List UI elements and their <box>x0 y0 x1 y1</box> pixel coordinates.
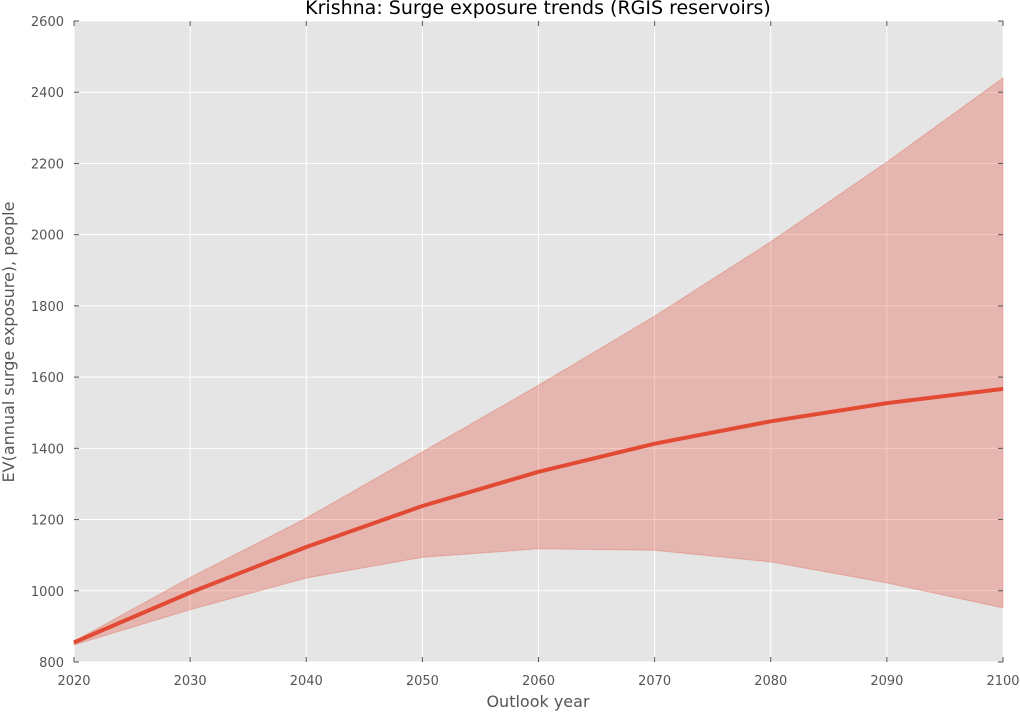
x-tick-label: 2040 <box>290 674 323 689</box>
y-tick-label: 2200 <box>31 157 64 172</box>
x-tick-label: 2020 <box>57 674 90 689</box>
x-tick-label: 2070 <box>638 674 671 689</box>
x-axis-label: Outlook year <box>486 692 590 711</box>
x-tick-labels: 2020 2030 2040 2050 2060 2070 2080 2090 2100 <box>57 674 1019 689</box>
x-tick-label: 2090 <box>870 674 903 689</box>
x-tick-label: 2100 <box>986 674 1019 689</box>
y-tick-label: 2600 <box>31 15 64 30</box>
y-tick-label: 2400 <box>31 86 64 101</box>
chart-title: Krishna: Surge exposure trends (RGIS res… <box>305 0 771 19</box>
y-tick-label: 1200 <box>31 514 64 529</box>
y-tick-label: 800 <box>39 656 64 671</box>
y-tick-label: 1000 <box>31 585 64 600</box>
y-tick-label: 1800 <box>31 300 64 315</box>
y-tick-label: 2000 <box>31 229 64 244</box>
x-tick-label: 2050 <box>406 674 439 689</box>
x-tick-label: 2060 <box>522 674 555 689</box>
y-tick-label: 1600 <box>31 371 64 386</box>
y-axis-label: EV(annual surge exposure), people <box>0 202 18 483</box>
y-tick-label: 1400 <box>31 442 64 457</box>
x-tick-label: 2080 <box>754 674 787 689</box>
y-tick-labels: 800 1000 1200 1400 1600 1800 2000 2200 2400 2600 <box>31 15 64 671</box>
x-tick-label: 2030 <box>174 674 207 689</box>
